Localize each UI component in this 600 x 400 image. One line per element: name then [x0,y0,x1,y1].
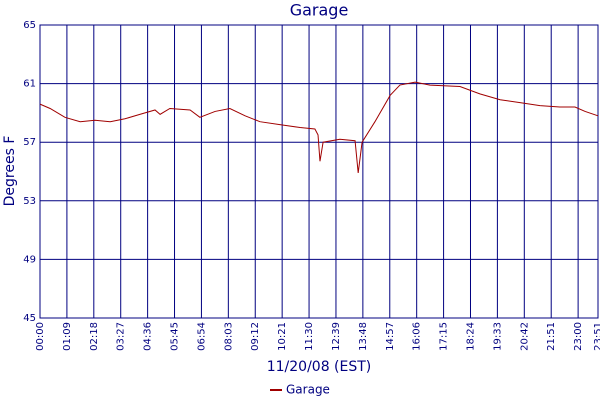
x-tick-label: 04:36 [143,322,154,351]
x-tick-label: 23:00 [573,322,584,351]
x-tick-label: 10:21 [277,322,288,351]
x-tick-label: 00:00 [35,322,46,351]
x-tick-label: 12:39 [331,322,342,351]
x-tick-label: 03:27 [116,322,127,351]
x-tick-label: 13:48 [358,322,369,351]
plot-area [39,24,599,319]
x-tick-label: 05:45 [170,322,181,351]
x-tick-label: 09:12 [250,322,261,351]
x-tick-label: 18:24 [465,322,476,351]
x-tick-label: 23:51 [593,322,600,351]
y-tick-label: 53 [23,196,36,207]
x-tick-label: 16:06 [412,322,423,351]
y-tick-label: 65 [23,20,36,31]
y-tick-label: 61 [23,79,36,90]
x-tick-label: 06:54 [196,322,207,351]
x-tick-label: 21:51 [546,322,557,351]
x-axis-label: 11/20/08 (EST) [267,359,372,375]
x-tick-label: 19:33 [492,322,503,351]
data-line [39,81,599,174]
x-tick-label: 14:57 [385,322,396,351]
x-tick-label: 01:09 [62,322,73,351]
chart-title: Garage [290,1,349,20]
x-tick-label: 17:15 [439,322,450,351]
y-tick-label: 57 [23,137,36,148]
x-tick-label: 20:42 [519,322,530,351]
x-tick-label: 11:30 [304,322,315,351]
y-tick-label: 45 [23,313,36,324]
y-tick-label: 49 [23,254,36,265]
x-tick-label: 08:03 [223,322,234,351]
x-tick-label: 02:18 [89,322,100,351]
legend-label: Garage [286,383,330,397]
y-axis-label: Degrees F [2,136,18,207]
